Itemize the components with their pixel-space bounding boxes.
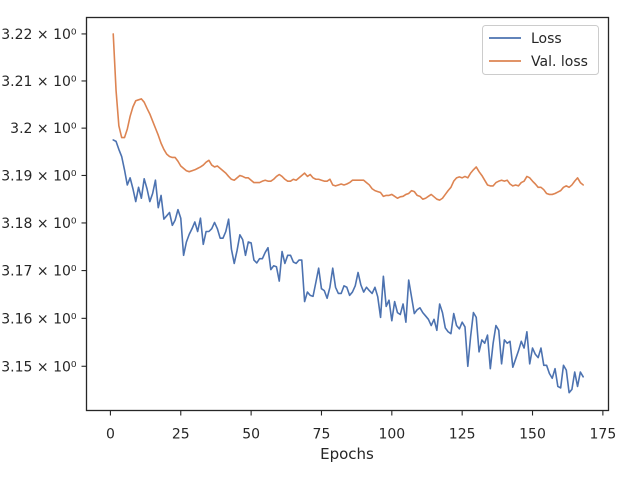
series-layer bbox=[112, 33, 584, 394]
y-tick-label: 3.22 × 10⁰ bbox=[1, 27, 77, 43]
y-tick-label: 3.19 × 10⁰ bbox=[1, 168, 77, 184]
y-tick-label: 3.17 × 10⁰ bbox=[1, 264, 77, 280]
plot-area bbox=[85, 16, 610, 412]
x-tick-label: 100 bbox=[378, 427, 405, 443]
legend-label-loss: Loss bbox=[531, 31, 562, 47]
y-tick-label: 3.2 × 10⁰ bbox=[10, 121, 77, 137]
series-line-val-loss bbox=[112, 33, 584, 201]
x-tick-label: 75 bbox=[313, 427, 331, 443]
x-tick-label: 125 bbox=[449, 427, 476, 443]
y-tick-label: 3.21 × 10⁰ bbox=[1, 74, 77, 90]
series-line-loss bbox=[112, 139, 584, 394]
y-tick-label: 3.15 × 10⁰ bbox=[1, 359, 77, 375]
x-tick-label: 150 bbox=[519, 427, 546, 443]
x-axis-title: Epochs bbox=[320, 445, 374, 463]
y-tick-label: 3.16 × 10⁰ bbox=[1, 311, 77, 327]
y-axis: 3.15 × 10⁰ 3.16 × 10⁰ 3.17 × 10⁰ 3.18 × 10⁰… bbox=[1, 27, 87, 375]
x-tick-label: 175 bbox=[590, 427, 617, 443]
x-axis: 0 25 50 75 100 125 150 175 bbox=[106, 410, 617, 443]
x-tick-label: 25 bbox=[172, 427, 190, 443]
plot-frame bbox=[85, 16, 610, 412]
x-tick-label: 0 bbox=[106, 427, 115, 443]
y-tick-label: 3.18 × 10⁰ bbox=[1, 216, 77, 232]
legend-label-val-loss: Val. loss bbox=[531, 54, 588, 70]
legend: Loss Val. loss bbox=[482, 25, 599, 75]
x-tick-label: 50 bbox=[242, 427, 260, 443]
